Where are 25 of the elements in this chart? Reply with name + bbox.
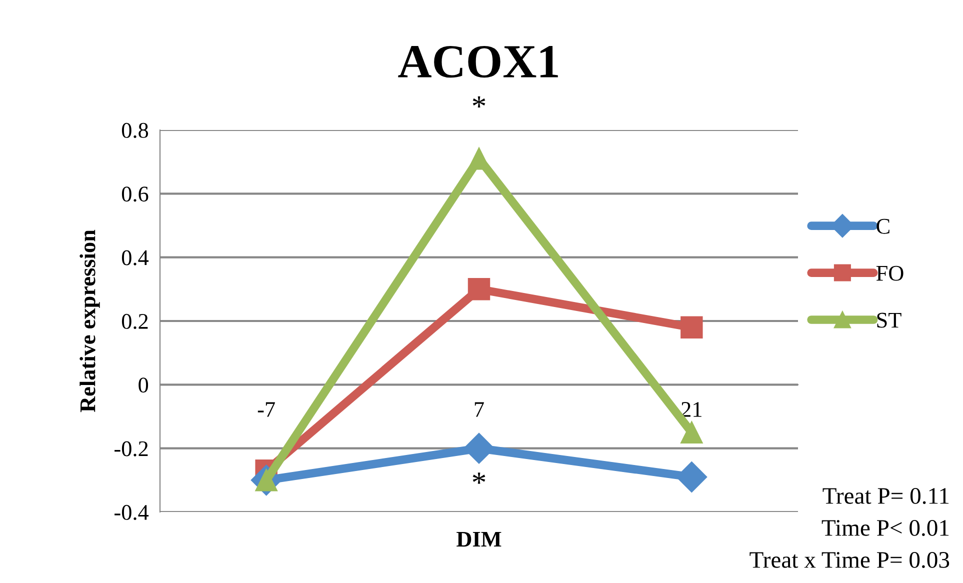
annotation: * (472, 472, 486, 484)
y-tick-label: -0.2 (114, 441, 148, 456)
point (676, 462, 708, 492)
text: Time P< 0.01 (822, 520, 949, 536)
legend-label: C (876, 218, 890, 234)
y-tick-label: -0.4 (114, 504, 149, 520)
y-tick-label: 0.4 (122, 250, 149, 266)
text: Treat x Time P= 0.03 (750, 552, 950, 568)
y-tick-label: 0.2 (122, 314, 148, 330)
x-tick-label: 7 (474, 402, 484, 417)
x-tick-label: -7 (258, 402, 275, 417)
legend-label: FO (876, 266, 904, 281)
y-tick-label: 0.6 (122, 186, 148, 202)
point (464, 432, 494, 464)
y-tick-label: 0.8 (122, 122, 148, 138)
x-axis-title: DIM (456, 532, 502, 547)
legend-label: ST (877, 312, 902, 328)
text: * (472, 96, 486, 108)
chart-title: ACOX1 (398, 46, 558, 78)
point (468, 278, 490, 300)
y-tick-label: 0 (138, 378, 148, 393)
point (680, 421, 703, 444)
text: Treat P= 0.11 (822, 488, 949, 504)
y-axis-title: Relative expression (80, 230, 100, 412)
point (680, 316, 703, 338)
